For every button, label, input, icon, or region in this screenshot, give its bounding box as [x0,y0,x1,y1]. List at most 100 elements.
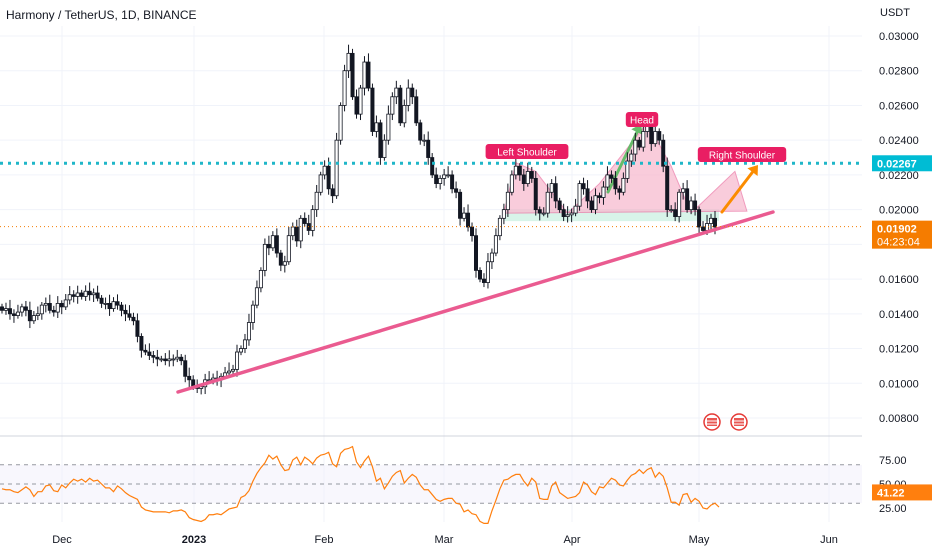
x-tick-label: Feb [315,534,334,546]
ascending-trendline[interactable] [176,210,775,394]
event-icons[interactable] [703,413,748,431]
y-tick-label: 0.02800 [879,66,919,78]
rsi-tick-label: 75.00 [879,455,907,467]
candle [235,344,240,377]
candle [481,273,486,288]
candle [250,300,255,330]
economic-event-icon[interactable] [730,413,748,431]
candle [83,285,88,301]
candle [258,267,263,293]
candle [597,192,602,204]
candle [3,302,8,315]
candle [370,83,375,137]
candle [35,306,40,321]
rsi-polyline [1,445,720,524]
candle [302,212,307,227]
candle [51,305,56,317]
candle [346,44,351,79]
svg-text:Right Shoulder: Right Shoulder [709,151,776,162]
time-axis[interactable]: Dec 2023 Feb Mar Apr May Jun [52,534,838,546]
candle [585,180,590,209]
candle [23,300,28,317]
y-tick-label: 0.02200 [879,170,919,182]
candle [71,290,76,303]
candle [262,238,267,277]
candle [434,167,439,189]
candle [549,179,554,199]
currency-label: USDT [880,7,910,19]
candle [386,105,391,145]
candle [621,172,626,196]
candle [171,354,176,367]
candle [605,166,610,191]
candle [653,124,658,147]
candle [314,184,319,217]
candle [11,309,16,323]
candle [426,131,431,165]
candle [270,231,275,251]
candle [661,134,666,173]
candle [87,282,92,301]
y-tick-label: 0.01600 [879,274,919,286]
candle [669,205,674,213]
candle [95,285,100,302]
candle [390,92,395,121]
candle [609,170,614,183]
candle [657,128,662,145]
svg-text:Left Shoulder: Left Shoulder [497,148,557,159]
candle [537,206,542,221]
candle [366,53,371,92]
candle [31,311,36,324]
candle [450,170,455,194]
candle [318,171,323,196]
candle [709,213,714,230]
candle [446,166,451,179]
economic-event-icon[interactable] [703,413,721,431]
candle [159,355,164,363]
candles [0,44,718,395]
candle [525,162,530,187]
candle [19,303,24,317]
candle [147,343,152,361]
candle [589,196,594,213]
candle [633,132,638,162]
candle [63,294,68,310]
candle [422,134,427,147]
svg-text:41.22: 41.22 [877,487,905,499]
y-tick-label: 0.02000 [879,205,919,217]
candle [75,285,80,304]
candle [7,299,12,320]
candle [378,119,383,165]
candle [513,158,518,180]
grid [0,26,862,522]
candle [139,333,144,358]
candle [155,349,160,367]
candle [27,301,32,329]
candle [55,296,60,318]
candle [685,180,690,213]
svg-text:04:23:04: 04:23:04 [877,237,920,249]
x-tick-label: Apr [563,534,580,546]
pattern-label-2: Right Shoulder [697,147,787,162]
candle [569,208,574,223]
candle [143,344,148,356]
candle [342,64,347,112]
candle [553,176,558,209]
candle [103,297,108,310]
candle [517,163,522,181]
y-tick-label: 0.00800 [879,413,919,425]
rsi-line [1,445,720,524]
candle [697,206,702,235]
candle [67,286,72,305]
candle [338,102,343,145]
candle [458,189,463,226]
candle [689,196,694,215]
x-tick-label: Dec [52,534,72,546]
candle [282,255,287,273]
candle [123,304,128,322]
x-tick-label: Mar [435,534,454,546]
candle [454,181,459,199]
candle [322,160,327,180]
